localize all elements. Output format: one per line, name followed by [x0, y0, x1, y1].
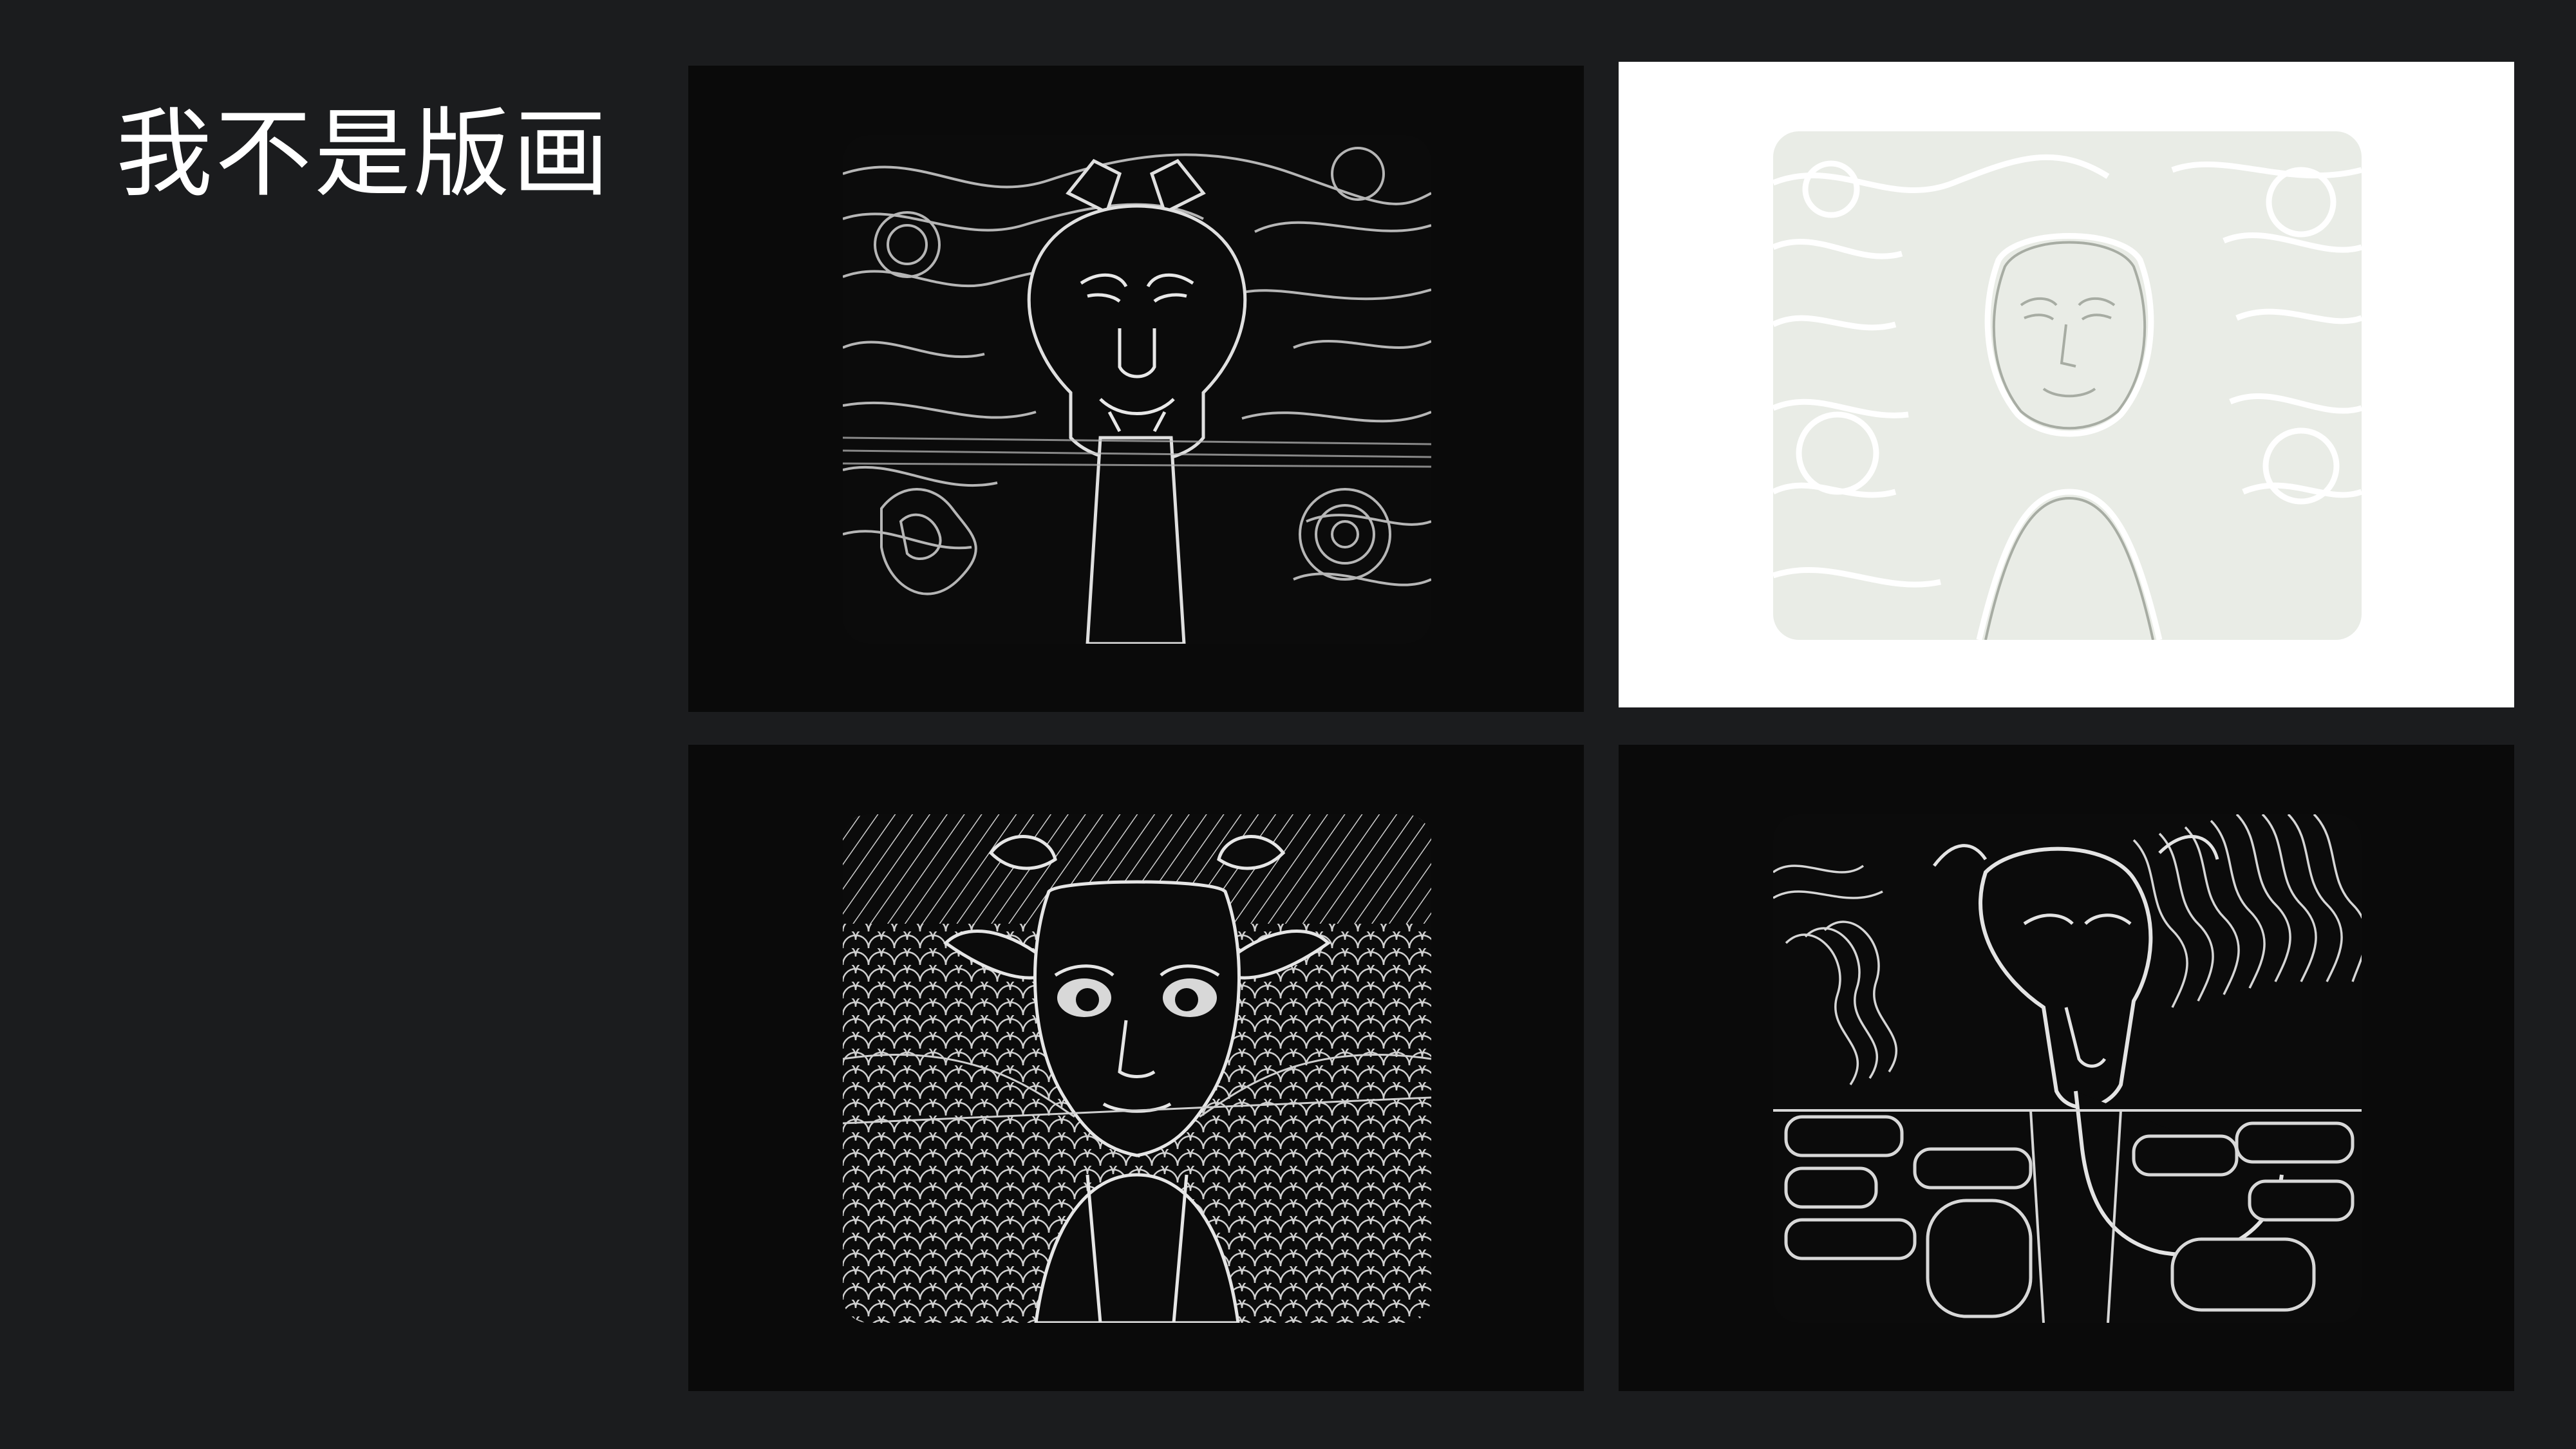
goat-portrait-artwork [843, 814, 1431, 1323]
artwork-panel-3 [688, 745, 1584, 1391]
artwork-panel-4 [1619, 745, 2514, 1391]
slide-title: 我不是版画 [116, 98, 612, 210]
face-outline-artwork [1773, 131, 2362, 640]
horned-mask-artwork [843, 135, 1431, 644]
dragon-serpent-artwork [1773, 814, 2362, 1323]
artwork-panel-1 [688, 66, 1584, 712]
artwork-panel-2 [1619, 62, 2514, 707]
